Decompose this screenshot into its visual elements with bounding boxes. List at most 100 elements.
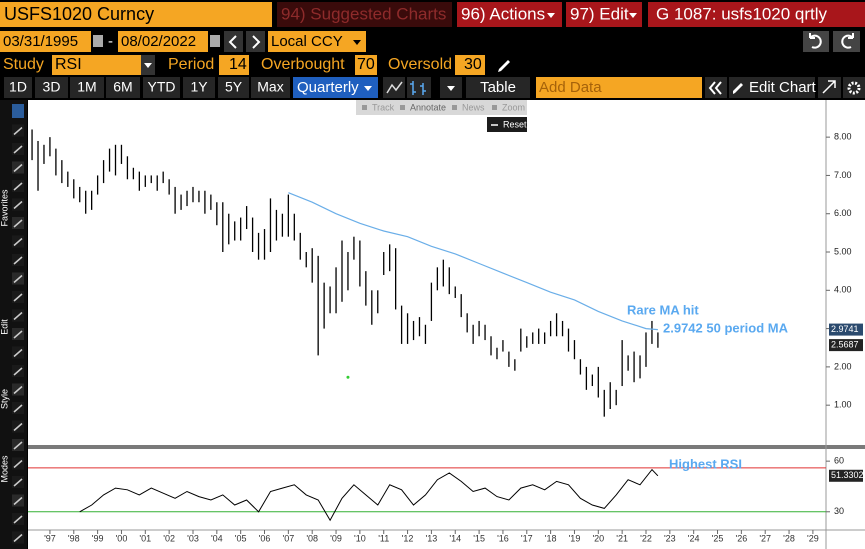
range-button[interactable] xyxy=(35,77,68,98)
x-tick-label: '09 xyxy=(330,533,342,543)
calendar-icon[interactable] xyxy=(210,35,220,47)
range-button[interactable] xyxy=(106,77,140,98)
tool-icon[interactable] xyxy=(492,105,497,110)
settings-button[interactable] xyxy=(843,77,865,98)
study-label: Study xyxy=(3,56,44,73)
add-data: Add Data xyxy=(539,79,602,96)
side-panel-label[interactable]: Modes xyxy=(0,455,9,483)
x-tick-label: '28 xyxy=(783,533,795,543)
overbought-field[interactable] xyxy=(355,55,377,75)
table-button[interactable] xyxy=(466,77,530,98)
range-button[interactable] xyxy=(251,77,290,98)
chart-tool[interactable]: Annotate xyxy=(410,102,446,112)
table[interactable]: Table xyxy=(480,79,516,96)
range-button[interactable] xyxy=(70,77,104,98)
study-field[interactable] xyxy=(52,55,155,75)
range-button[interactable] xyxy=(4,77,32,98)
x-tick-label: '07 xyxy=(282,533,294,543)
side-panel-label[interactable]: Edit xyxy=(0,319,9,335)
range-label[interactable]: Max xyxy=(257,79,283,95)
tool-glyph xyxy=(13,404,23,413)
annotation: Rare MA hit xyxy=(627,302,699,317)
annotation: 2.9742 50 period MA xyxy=(663,320,789,335)
redo-button[interactable] xyxy=(833,31,860,52)
add-data-field[interactable] xyxy=(536,77,702,98)
tool-glyph xyxy=(13,459,23,469)
calendar-icon[interactable] xyxy=(93,35,103,47)
tool-selected[interactable] xyxy=(12,104,24,118)
y-tick-label: 8.00 xyxy=(834,132,852,142)
end-date-field[interactable] xyxy=(118,31,208,52)
x-tick-label: '19 xyxy=(569,533,581,543)
range-label[interactable]: YTD xyxy=(148,79,176,95)
y-tick-label: 60 xyxy=(834,456,844,466)
suggested-charts: 94) Suggested Charts xyxy=(281,4,446,23)
x-tick-label: '06 xyxy=(259,533,271,543)
x-tick-label: '26 xyxy=(735,533,747,543)
tool-glyph xyxy=(13,533,23,543)
chart-id-box xyxy=(648,2,865,27)
tool-glyph xyxy=(13,478,23,487)
oversold-field[interactable] xyxy=(455,55,485,75)
chart-tool[interactable]: Track xyxy=(372,102,395,112)
x-tick-label: '17 xyxy=(521,533,533,543)
x-tick-label: '97 xyxy=(44,533,56,543)
pencil-icon[interactable] xyxy=(498,60,510,72)
x-tick-label: '22 xyxy=(640,533,652,543)
range-button[interactable] xyxy=(143,77,180,98)
edit-chart-button[interactable] xyxy=(729,77,815,98)
x-tick-label: '02 xyxy=(163,533,175,543)
period-field[interactable] xyxy=(219,55,249,75)
tool-column xyxy=(0,100,27,549)
tool-icon[interactable] xyxy=(452,105,457,110)
x-tick-label: '21 xyxy=(616,533,628,543)
side-panel-label[interactable]: Favorites xyxy=(0,189,9,227)
chart-tool[interactable]: News xyxy=(462,102,485,112)
panel-divider xyxy=(28,445,865,449)
x-tick-label: '99 xyxy=(92,533,104,543)
range-button[interactable] xyxy=(183,77,215,98)
bar-icon-button[interactable] xyxy=(407,77,431,98)
frequency[interactable]: Quarterly xyxy=(297,79,359,96)
edit-button[interactable] xyxy=(566,2,642,27)
side-panel-label[interactable]: Style xyxy=(0,389,9,409)
period: 14 xyxy=(229,56,247,73)
next-button[interactable] xyxy=(246,31,265,52)
start-date-field[interactable] xyxy=(0,31,91,52)
range-label[interactable]: 6M xyxy=(113,79,132,95)
period-label: Period xyxy=(168,56,214,73)
actions-button[interactable] xyxy=(457,2,562,27)
tool-icon[interactable] xyxy=(362,105,367,110)
range-label[interactable]: 5Y xyxy=(225,79,243,95)
ticker-field[interactable] xyxy=(0,2,272,27)
range-label[interactable]: 1M xyxy=(77,79,96,95)
currency-field[interactable] xyxy=(268,31,366,52)
y-tick-label: 5.00 xyxy=(834,246,852,256)
x-tick-label: '29 xyxy=(807,533,819,543)
frequency-button[interactable] xyxy=(293,77,378,98)
range-label[interactable]: 1Y xyxy=(190,79,208,95)
chart-tool[interactable]: Zoom xyxy=(502,102,525,112)
tool-glyph xyxy=(13,256,23,265)
tool-glyph xyxy=(13,330,23,339)
y-tick-label: 6.00 xyxy=(834,208,852,218)
reset[interactable]: Reset xyxy=(503,119,527,129)
x-tick-label: '14 xyxy=(449,533,461,543)
undo-icon xyxy=(809,33,822,49)
range-label[interactable]: 3D xyxy=(43,79,61,95)
chart-tools xyxy=(356,100,527,115)
x-axis-area xyxy=(28,530,865,549)
x-tick-label: '03 xyxy=(187,533,199,543)
undo-button[interactable] xyxy=(803,31,829,52)
prev-button[interactable] xyxy=(224,31,243,52)
reset-button[interactable] xyxy=(487,117,527,132)
collapse-icon xyxy=(708,81,722,95)
edit-chart[interactable]: Edit Chart xyxy=(749,79,817,96)
tool-glyph xyxy=(13,237,23,247)
range-label[interactable]: 1D xyxy=(9,79,27,95)
settings-icon xyxy=(847,81,861,95)
start-date: 03/31/1995 xyxy=(3,33,78,50)
tool-icon[interactable] xyxy=(400,105,405,110)
range-button[interactable] xyxy=(218,77,249,98)
suggested-button[interactable] xyxy=(277,2,452,27)
